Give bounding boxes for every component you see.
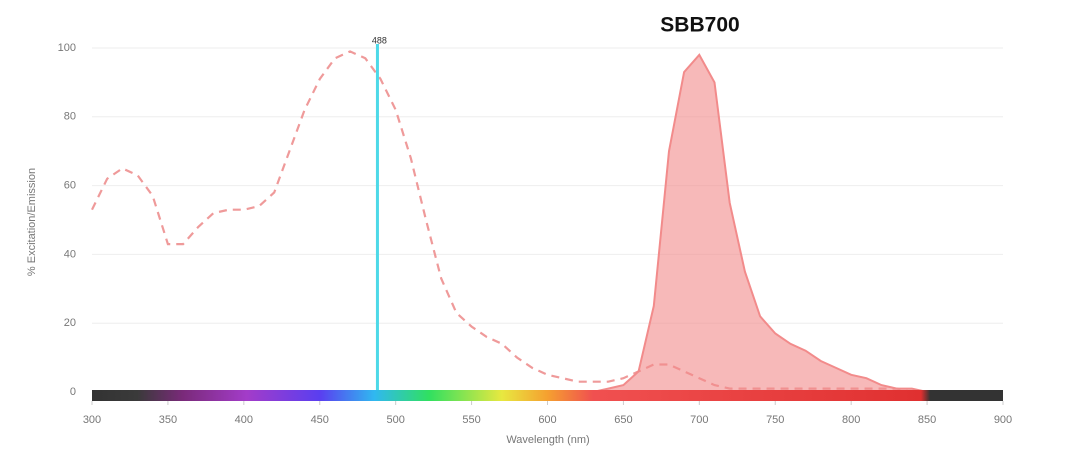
y-tick-label: 40 [64,248,76,260]
y-tick-label: 20 [64,317,76,329]
x-axis-title: Wavelength (nm) [506,434,589,446]
x-tick-label: 450 [311,414,329,426]
x-tick-label: 750 [766,414,784,426]
y-tick-label: 100 [58,42,76,54]
y-tick-label: 80 [64,111,76,123]
y-tick-label: 0 [70,386,76,398]
chart-title: SBB700 [660,14,739,37]
spectrum-bar [92,390,1003,401]
x-tick-label: 700 [690,414,708,426]
x-tick-label: 900 [994,414,1012,426]
x-tick-label: 550 [462,414,480,426]
x-tick-label: 800 [842,414,860,426]
x-tick-label: 300 [83,414,101,426]
emission-area [92,53,928,393]
excitation-line [91,50,928,394]
x-tick-label: 350 [159,414,177,426]
y-axis-title: % Excitation/Emission [26,168,38,276]
x-tick-label: 850 [918,414,936,426]
x-tick-label: 400 [235,414,253,426]
laser-label: 488 [372,35,387,45]
y-tick-label: 60 [64,180,76,192]
x-tick-label: 650 [614,414,632,426]
x-tick-label: 600 [538,414,556,426]
x-tick-label: 500 [386,414,404,426]
